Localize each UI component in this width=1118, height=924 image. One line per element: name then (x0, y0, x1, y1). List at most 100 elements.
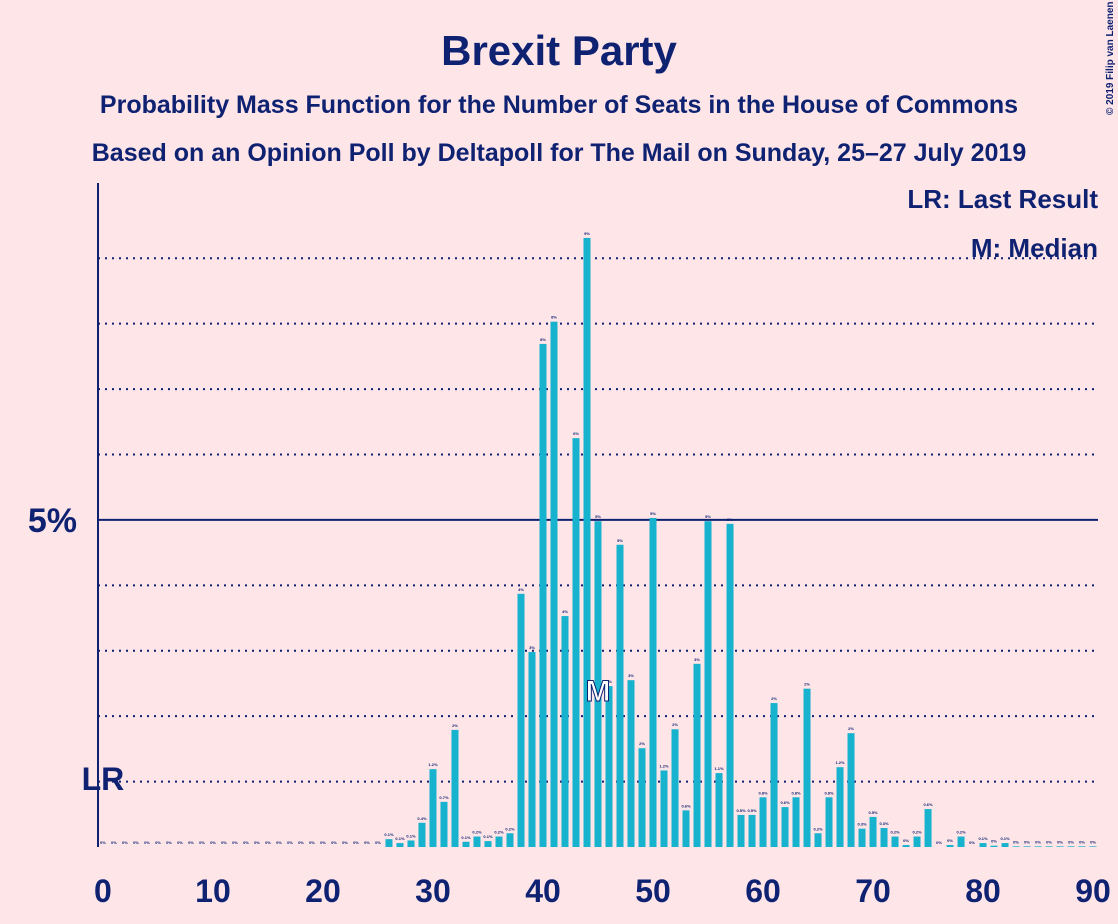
value-label: 0.2% (494, 830, 504, 835)
value-label: 4% (518, 587, 524, 592)
value-label: 3% (694, 657, 700, 662)
value-label: 0% (177, 840, 183, 845)
value-label: 0% (155, 840, 161, 845)
value-label: 0.8% (758, 790, 768, 795)
value-label: 0% (1024, 839, 1030, 844)
value-label: 0.2% (956, 830, 966, 835)
value-label: 2% (848, 726, 854, 731)
bar (627, 680, 635, 847)
value-label: 0.1% (384, 832, 394, 837)
x-tick-label: 10 (195, 873, 231, 909)
bar (385, 839, 393, 847)
value-label: 0.2% (912, 830, 922, 835)
value-label: 1.2% (835, 760, 845, 765)
copyright: © 2019 Filip van Laenen (1105, 1, 1116, 115)
value-label: 1.2% (659, 763, 669, 768)
value-label: 0.4% (417, 816, 427, 821)
bar (440, 801, 448, 847)
value-label: 0% (221, 840, 227, 845)
bar (561, 616, 569, 847)
value-label: 0.5% (747, 808, 757, 813)
value-label: 0% (969, 840, 975, 845)
bar (781, 807, 789, 847)
value-label: 0% (364, 840, 370, 845)
value-label: 0% (111, 840, 117, 845)
bar (847, 733, 855, 847)
value-label: 5% (617, 538, 623, 543)
bar (704, 521, 712, 847)
value-label: 0% (1068, 839, 1074, 844)
value-label: 2% (672, 722, 678, 727)
value-label: 0% (133, 840, 139, 845)
value-label: 0% (122, 840, 128, 845)
last-result-marker: LR (82, 761, 125, 797)
value-label: 0% (320, 840, 326, 845)
x-tick-label: 70 (855, 873, 891, 909)
value-label: 1.1% (714, 766, 724, 771)
value-label: 0% (210, 840, 216, 845)
value-label: 0.5% (736, 808, 746, 813)
x-tick-label: 30 (415, 873, 451, 909)
value-label: 0% (199, 840, 205, 845)
bar (1067, 846, 1075, 847)
value-label: 0.8% (824, 790, 834, 795)
bar (737, 814, 745, 847)
value-label: 0% (166, 840, 172, 845)
value-label: 0.5% (868, 810, 878, 815)
value-label: 0% (265, 840, 271, 845)
median-marker: M (586, 675, 611, 708)
value-label: 0% (1057, 839, 1063, 844)
value-label: 0% (1079, 839, 1085, 844)
value-label: 8% (551, 315, 557, 320)
value-label: 0% (1013, 839, 1019, 844)
bar (792, 797, 800, 847)
value-label: 0% (1046, 839, 1052, 844)
value-label: 0% (100, 840, 106, 845)
value-label: 6% (573, 431, 579, 436)
value-label: 0.2% (813, 826, 823, 831)
x-tick-label: 50 (635, 873, 671, 909)
bar (583, 237, 591, 847)
bar (913, 836, 921, 847)
bar (803, 688, 811, 847)
bar (682, 810, 690, 847)
bar (990, 845, 998, 847)
value-label: 0.1% (395, 836, 405, 841)
value-label: 0% (936, 840, 942, 845)
bar (1089, 846, 1097, 847)
x-tick-label: 40 (525, 873, 561, 909)
value-label: 0.1% (461, 835, 471, 840)
bar (1078, 846, 1086, 847)
value-label: 9% (584, 231, 590, 236)
value-label: 2% (639, 741, 645, 746)
x-tick-label: 60 (745, 873, 781, 909)
bar (407, 840, 415, 847)
bar (484, 841, 492, 847)
bar (429, 769, 437, 847)
value-label: 0.2% (890, 830, 900, 835)
value-label: 2% (452, 723, 458, 728)
bar (759, 797, 767, 847)
value-label: 0% (342, 840, 348, 845)
x-tick-label: 20 (305, 873, 341, 909)
bar (1056, 846, 1064, 847)
value-label: 0% (353, 840, 359, 845)
x-tick-label: 80 (965, 873, 1001, 909)
x-tick-label: 90 (1075, 873, 1111, 909)
bar (638, 748, 646, 847)
bar (649, 517, 657, 847)
chart-subtitle: Probability Mass Function for the Number… (100, 91, 1018, 119)
bar (693, 663, 701, 847)
value-label: 8% (540, 337, 546, 342)
value-label: 0% (1035, 839, 1041, 844)
value-label: 0% (309, 840, 315, 845)
bar (462, 841, 470, 847)
bar (858, 828, 866, 847)
bar (1034, 846, 1042, 847)
bar (660, 770, 668, 847)
value-label: 0.7% (439, 795, 449, 800)
value-label: 0% (232, 840, 238, 845)
value-label: 0% (287, 840, 293, 845)
value-label: 0% (991, 839, 997, 844)
